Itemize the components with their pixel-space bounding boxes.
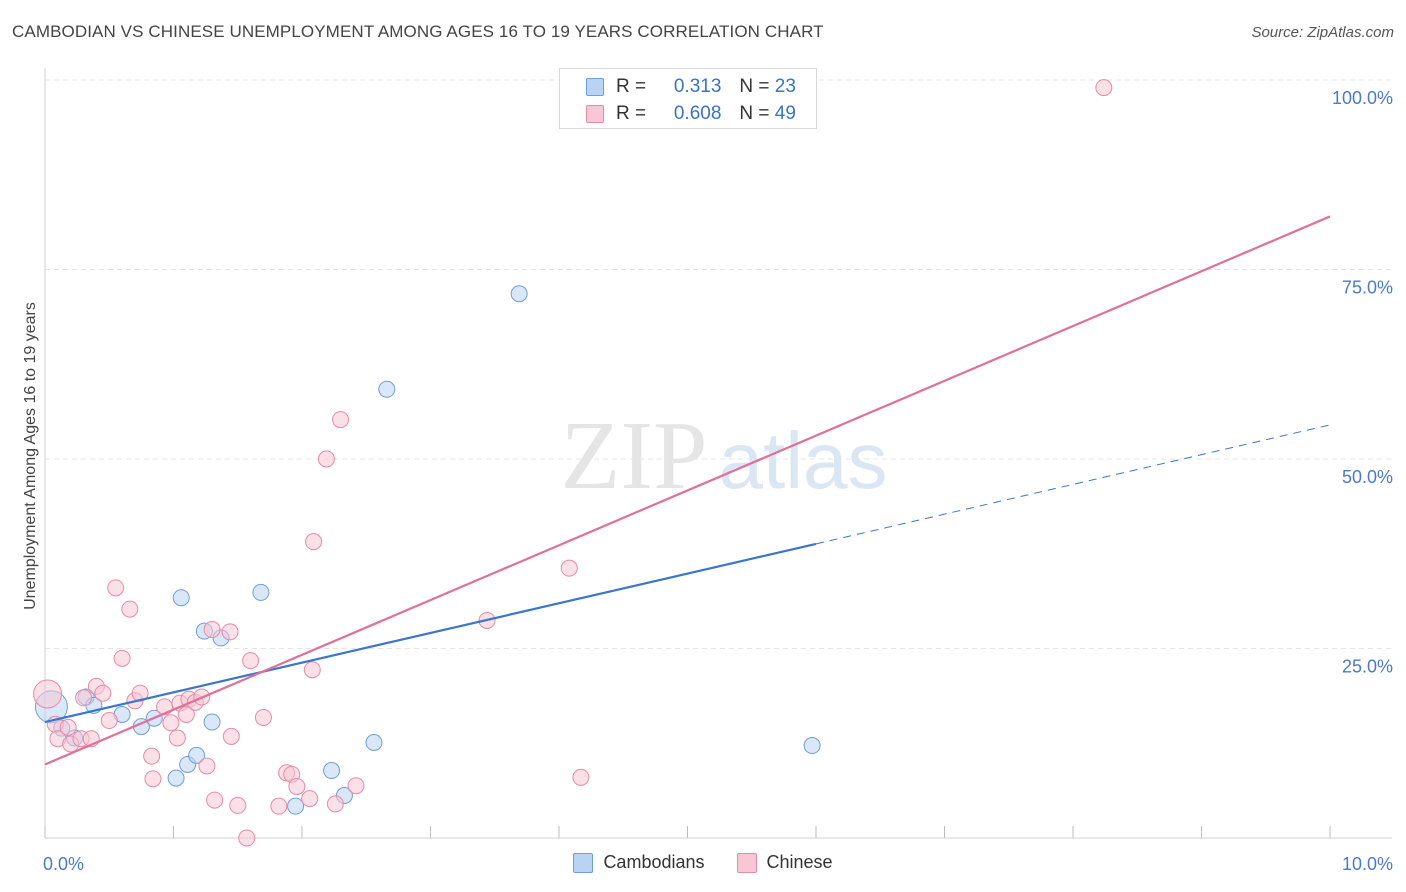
watermark-atlas: atlas bbox=[719, 416, 888, 505]
data-point-chinese-31 bbox=[229, 796, 247, 814]
data-point-chinese-26 bbox=[198, 757, 216, 775]
data-point-cambodians-15 bbox=[252, 583, 270, 601]
data-point-chinese-47 bbox=[560, 559, 578, 577]
data-point-cambodians-8 bbox=[167, 769, 185, 787]
legend-swatch-chinese bbox=[736, 852, 757, 873]
data-point-chinese-20 bbox=[168, 729, 186, 747]
data-point-chinese-43 bbox=[326, 795, 344, 813]
watermark-zip: ZIP bbox=[561, 402, 708, 510]
data-point-cambodians-21 bbox=[510, 285, 528, 303]
legend-swatch-cambodians bbox=[573, 852, 594, 873]
legend-row-cambodians: R = 0.313 N = 23 bbox=[586, 75, 796, 99]
data-point-chinese-38 bbox=[288, 777, 306, 795]
data-point-cambodians-19 bbox=[365, 733, 383, 751]
data-point-chinese-44 bbox=[332, 411, 350, 429]
y-tick-label-75: 75.0% bbox=[1342, 278, 1393, 298]
tick-label-layer: 25.0% 50.0% 75.0% 100.0% 0.0% 10.0% bbox=[43, 88, 1393, 874]
data-point-chinese-15 bbox=[131, 684, 149, 702]
data-point-chinese-13 bbox=[121, 600, 139, 618]
y-tick-label-100: 100.0% bbox=[1332, 88, 1393, 108]
y-axis-label: Unemployment Among Ages 16 to 19 years bbox=[22, 302, 39, 610]
legend-item-cambodians[interactable]: Cambodians bbox=[573, 852, 705, 873]
data-point-chinese-30 bbox=[222, 727, 240, 745]
x-tick-label-0: 0.0% bbox=[43, 854, 84, 874]
legend-n-value: 23 bbox=[774, 76, 796, 97]
legend-row-chinese: R = 0.608 N = 49 bbox=[586, 102, 796, 126]
data-point-chinese-42 bbox=[317, 450, 335, 468]
data-point-chinese-10 bbox=[100, 712, 118, 730]
legend-r-label: R = bbox=[616, 103, 647, 124]
trendline-cambodians-extension bbox=[815, 424, 1331, 545]
points-layer bbox=[33, 79, 1113, 847]
data-point-chinese-33 bbox=[242, 652, 260, 670]
legend-label-chinese: Chinese bbox=[766, 852, 833, 872]
legend-swatch-chinese bbox=[586, 105, 604, 123]
data-point-cambodians-9 bbox=[172, 589, 190, 607]
data-point-cambodians-11 bbox=[188, 746, 206, 764]
series-legend: Cambodians Chinese bbox=[0, 852, 1406, 873]
data-point-chinese-11 bbox=[107, 579, 125, 597]
data-point-chinese-12 bbox=[113, 649, 131, 667]
data-point-chinese-48 bbox=[572, 768, 590, 786]
chart-title: CAMBODIAN VS CHINESE UNEMPLOYMENT AMONG … bbox=[12, 22, 824, 41]
legend-item-chinese[interactable]: Chinese bbox=[736, 852, 833, 873]
grid-layer bbox=[45, 79, 1392, 649]
data-point-chinese-41 bbox=[305, 533, 323, 551]
data-point-chinese-39 bbox=[301, 790, 319, 808]
data-point-chinese-9 bbox=[94, 684, 112, 702]
data-point-chinese-17 bbox=[144, 770, 162, 788]
data-point-chinese-3 bbox=[59, 718, 77, 736]
data-point-chinese-6 bbox=[75, 689, 93, 707]
data-point-chinese-40 bbox=[303, 661, 321, 679]
data-point-chinese-27 bbox=[203, 621, 221, 639]
y-tick-label-50: 50.0% bbox=[1342, 467, 1393, 487]
data-point-cambodians-16 bbox=[287, 797, 305, 815]
data-point-chinese-45 bbox=[347, 777, 365, 795]
data-point-cambodians-22 bbox=[803, 737, 821, 755]
x-tick-label-10: 10.0% bbox=[1342, 854, 1393, 874]
legend-n-label: N = bbox=[739, 103, 770, 124]
source-label: Source: ZipAtlas.com bbox=[1251, 24, 1394, 41]
legend-r-value: 0.313 bbox=[673, 76, 722, 97]
data-point-chinese-16 bbox=[143, 747, 161, 765]
legend-n-label: N = bbox=[739, 76, 770, 97]
y-tick-label-25: 25.0% bbox=[1342, 657, 1393, 677]
data-point-cambodians-20 bbox=[378, 380, 396, 398]
data-point-cambodians-13 bbox=[203, 713, 221, 731]
data-point-chinese-32 bbox=[238, 829, 256, 847]
data-point-chinese-19 bbox=[162, 714, 180, 732]
data-point-cambodians-17 bbox=[323, 762, 341, 780]
legend-swatch-cambodians bbox=[586, 78, 604, 96]
data-point-chinese-49 bbox=[1095, 79, 1113, 97]
legend-r-value: 0.608 bbox=[673, 103, 722, 124]
legend-r-label: R = bbox=[616, 76, 647, 97]
data-point-chinese-28 bbox=[206, 791, 224, 809]
legend-label-cambodians: Cambodians bbox=[603, 852, 705, 872]
trendline-chinese bbox=[44, 215, 1331, 766]
data-point-chinese-35 bbox=[270, 797, 288, 815]
data-point-chinese-34 bbox=[254, 708, 272, 726]
trend-layer bbox=[44, 215, 1331, 766]
legend-n-value: 49 bbox=[774, 103, 796, 124]
data-point-chinese-0 bbox=[33, 679, 63, 709]
trendline-cambodians bbox=[44, 542, 817, 724]
data-point-chinese-29 bbox=[221, 623, 239, 641]
correlation-legend: R = 0.313 N = 23 R = 0.608 N = 49 bbox=[559, 68, 817, 129]
